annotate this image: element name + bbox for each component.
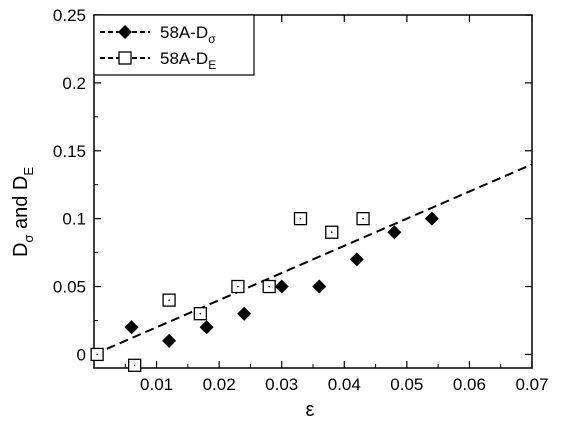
x-tick-label: 0.07 bbox=[515, 375, 548, 394]
data-point-de-center bbox=[237, 285, 239, 288]
data-point-de-center bbox=[362, 217, 364, 220]
y-axis-title: Dσ and DE bbox=[10, 167, 36, 257]
legend-item-1-label: 58A-Dσ bbox=[160, 23, 216, 46]
y-tick-label: 0.25 bbox=[53, 6, 86, 25]
y-tick-label: 0.05 bbox=[53, 278, 86, 297]
data-point-de-center bbox=[299, 217, 302, 220]
data-point-de-center bbox=[330, 231, 333, 234]
legend-item-1-marker bbox=[118, 25, 132, 39]
x-tick-label: 0.03 bbox=[265, 375, 298, 394]
y-tick-label: 0.1 bbox=[62, 210, 86, 229]
y-tick-label: 0.2 bbox=[62, 74, 86, 93]
data-point-dsigma bbox=[199, 320, 214, 335]
x-tick-label: 0.01 bbox=[140, 375, 173, 394]
data-point-de-center bbox=[168, 299, 170, 301]
data-point-dsigma bbox=[424, 211, 439, 226]
legend-item-1: 58A-Dσ bbox=[100, 23, 216, 46]
data-point-dsigma bbox=[312, 279, 327, 294]
data-point-de-center bbox=[96, 353, 98, 356]
y-axis-title-sub2: E bbox=[21, 167, 36, 176]
data-point-dsigma bbox=[274, 279, 289, 294]
data-point-de-center bbox=[133, 364, 136, 367]
data-point-de-center bbox=[268, 285, 271, 288]
x-tick-label: 0.06 bbox=[453, 375, 486, 394]
x-tick-label: 0.04 bbox=[328, 375, 361, 394]
legend-item-2: 58A-DE bbox=[100, 49, 216, 72]
y-axis-title-main: D bbox=[10, 243, 32, 257]
x-tick-label: 0.05 bbox=[390, 375, 423, 394]
data-point-dsigma bbox=[349, 252, 364, 267]
y-axis-title-mid: and D bbox=[10, 176, 32, 235]
x-axis-title: ε bbox=[306, 399, 315, 421]
legend-item-2-marker bbox=[118, 51, 132, 65]
data-point-de-center bbox=[199, 312, 202, 315]
legend-item-2-label: 58A-DE bbox=[160, 49, 216, 72]
data-point-dsigma bbox=[237, 306, 252, 321]
y-tick-label: 0 bbox=[77, 345, 86, 364]
data-point-dsigma bbox=[124, 320, 139, 335]
data-point-dsigma bbox=[387, 225, 402, 240]
fit-line bbox=[93, 163, 533, 356]
y-tick-label: 0.15 bbox=[53, 142, 86, 161]
legend-box bbox=[93, 14, 255, 76]
legend: 58A-Dσ 58A-DE bbox=[93, 14, 255, 76]
y-axis-title-sub1: σ bbox=[21, 235, 36, 243]
data-point-dsigma bbox=[162, 333, 177, 348]
x-tick-label: 0.02 bbox=[203, 375, 236, 394]
